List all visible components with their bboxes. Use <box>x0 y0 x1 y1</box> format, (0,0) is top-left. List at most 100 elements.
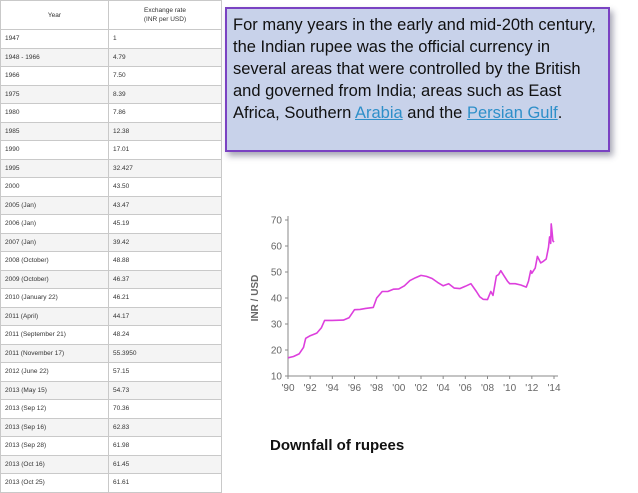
rate-cell: 43.50 <box>108 177 222 197</box>
table-row: 1975 8.39 <box>0 84 222 104</box>
table-header-row: Year Exchange rate (INR per USD) <box>0 0 222 30</box>
x-tick-label: '04 <box>437 383 450 394</box>
rate-cell: 44.17 <box>108 306 222 326</box>
rate-cell: 45.19 <box>108 214 222 234</box>
table-body: 1947 1 1948 - 1966 4.79 1966 7.50 1975 8.39 1980… <box>0 29 222 493</box>
year-cell: 2013 (Oct 25) <box>0 473 109 493</box>
rate-cell: 8.39 <box>108 84 222 104</box>
year-cell: 1948 - 1966 <box>0 47 109 67</box>
table-row: 1995 32.427 <box>0 158 222 178</box>
year-cell: 1980 <box>0 103 109 123</box>
year-cell: 1985 <box>0 121 109 141</box>
x-tick-label: '02 <box>414 383 427 394</box>
link-persian-gulf[interactable]: Persian Gulf <box>466 104 558 122</box>
quote-text-before: For many years in the early and mid-20th… <box>233 16 596 122</box>
year-cell: 2006 (Jan) <box>0 214 109 234</box>
table-row: 2013 (May 15) 54.73 <box>0 380 222 400</box>
rate-cell: 46.21 <box>108 288 222 308</box>
y-tick-label: 30 <box>271 320 283 331</box>
year-cell: 2007 (Jan) <box>0 232 109 252</box>
table-row: 1966 7.50 <box>0 66 222 86</box>
year-cell: 2009 (October) <box>0 269 109 289</box>
rate-cell: 12.38 <box>108 121 222 141</box>
rate-cell: 61.61 <box>108 473 222 493</box>
year-cell: 1966 <box>0 66 109 86</box>
rate-cell: 32.427 <box>108 158 222 178</box>
year-cell: 1975 <box>0 84 109 104</box>
exchange-rate-table: Year Exchange rate (INR per USD) 1947 1 194… <box>0 0 222 493</box>
y-axis-label: INR / USD <box>250 275 261 322</box>
year-cell: 2012 (June 22) <box>0 362 109 382</box>
rate-cell: 70.36 <box>108 399 222 419</box>
rate-cell: 54.73 <box>108 380 222 400</box>
table-row: 2005 (Jan) 43.47 <box>0 195 222 215</box>
year-cell: 2013 (Oct 16) <box>0 454 109 474</box>
year-cell: 2011 (November 17) <box>0 343 109 363</box>
table-row: 2007 (Jan) 39.42 <box>0 232 222 252</box>
x-tick-label: '06 <box>459 383 472 394</box>
rate-cell: 48.24 <box>108 325 222 345</box>
table-row: 2011 (April) 44.17 <box>0 306 222 326</box>
link-arabia[interactable]: Arabia <box>355 104 403 122</box>
table-row: 2013 (Sep 12) 70.36 <box>0 399 222 419</box>
year-cell: 2013 (Sep 16) <box>0 417 109 437</box>
header-rate-line2: (INR per USD) <box>143 16 187 23</box>
x-tick-label: '94 <box>326 383 339 394</box>
year-cell: 1990 <box>0 140 109 160</box>
table-row: 2008 (October) 48.88 <box>0 251 222 271</box>
x-tick-label: '08 <box>481 383 494 394</box>
table-row: 2013 (Sep 28) 61.98 <box>0 436 222 456</box>
quote-text-after: . <box>557 104 563 122</box>
x-tick-label: '92 <box>304 383 317 394</box>
table-row: 2000 43.50 <box>0 177 222 197</box>
table-row: 1990 17.01 <box>0 140 222 160</box>
rate-cell: 17.01 <box>108 140 222 160</box>
year-cell: 2000 <box>0 177 109 197</box>
year-cell: 1995 <box>0 158 109 178</box>
table-row: 1948 - 1966 4.79 <box>0 47 222 67</box>
rate-cell: 7.86 <box>108 103 222 123</box>
rate-cell: 4.79 <box>108 47 222 67</box>
year-cell: 2013 (May 15) <box>0 380 109 400</box>
table-row: 2010 (January 22) 46.21 <box>0 288 222 308</box>
header-rate: Exchange rate (INR per USD) <box>108 0 222 30</box>
x-tick-label: '98 <box>370 383 383 394</box>
year-cell: 2008 (October) <box>0 251 109 271</box>
quote-box: For many years in the early and mid-20th… <box>225 7 610 152</box>
quote-text-middle: and the <box>402 104 467 122</box>
year-cell: 2013 (Sep 12) <box>0 399 109 419</box>
rate-cell: 1 <box>108 29 222 49</box>
year-cell: 2011 (April) <box>0 306 109 326</box>
table-row: 2011 (November 17) 55.3950 <box>0 343 222 363</box>
y-tick-label: 60 <box>271 242 283 253</box>
year-cell: 2011 (September 21) <box>0 325 109 345</box>
table-row: 1985 12.38 <box>0 121 222 141</box>
y-tick-label: 40 <box>271 294 283 305</box>
rate-cell: 48.88 <box>108 251 222 271</box>
rate-cell: 57.15 <box>108 362 222 382</box>
rate-cell: 39.42 <box>108 232 222 252</box>
rate-cell: 61.45 <box>108 454 222 474</box>
table-row: 1980 7.86 <box>0 103 222 123</box>
table-row: 2011 (September 21) 48.24 <box>0 325 222 345</box>
table-row: 2013 (Oct 16) 61.45 <box>0 454 222 474</box>
rupee-chart: 10 20 30 40 50 60 70 '90 '92 '94 '96 '98 '00 '02 '04 '0… <box>250 216 561 395</box>
rate-cell: 61.98 <box>108 436 222 456</box>
x-tick-label: '10 <box>503 383 516 394</box>
year-cell: 2005 (Jan) <box>0 195 109 215</box>
y-tick-label: 20 <box>271 346 283 357</box>
rate-cell: 46.37 <box>108 269 222 289</box>
series-line <box>287 223 555 359</box>
table-row: 2013 (Sep 16) 62.83 <box>0 417 222 437</box>
rate-cell: 7.50 <box>108 66 222 86</box>
header-year: Year <box>0 0 109 30</box>
rate-cell: 62.83 <box>108 417 222 437</box>
table-row: 2013 (Oct 25) 61.61 <box>0 473 222 493</box>
year-cell: 1947 <box>0 29 109 49</box>
table-row: 2006 (Jan) 45.19 <box>0 214 222 234</box>
year-cell: 2013 (Sep 28) <box>0 436 109 456</box>
rate-cell: 55.3950 <box>108 343 222 363</box>
table-row: 1947 1 <box>0 29 222 49</box>
table-row: 2009 (October) 46.37 <box>0 269 222 289</box>
y-tick-label: 10 <box>271 372 283 383</box>
